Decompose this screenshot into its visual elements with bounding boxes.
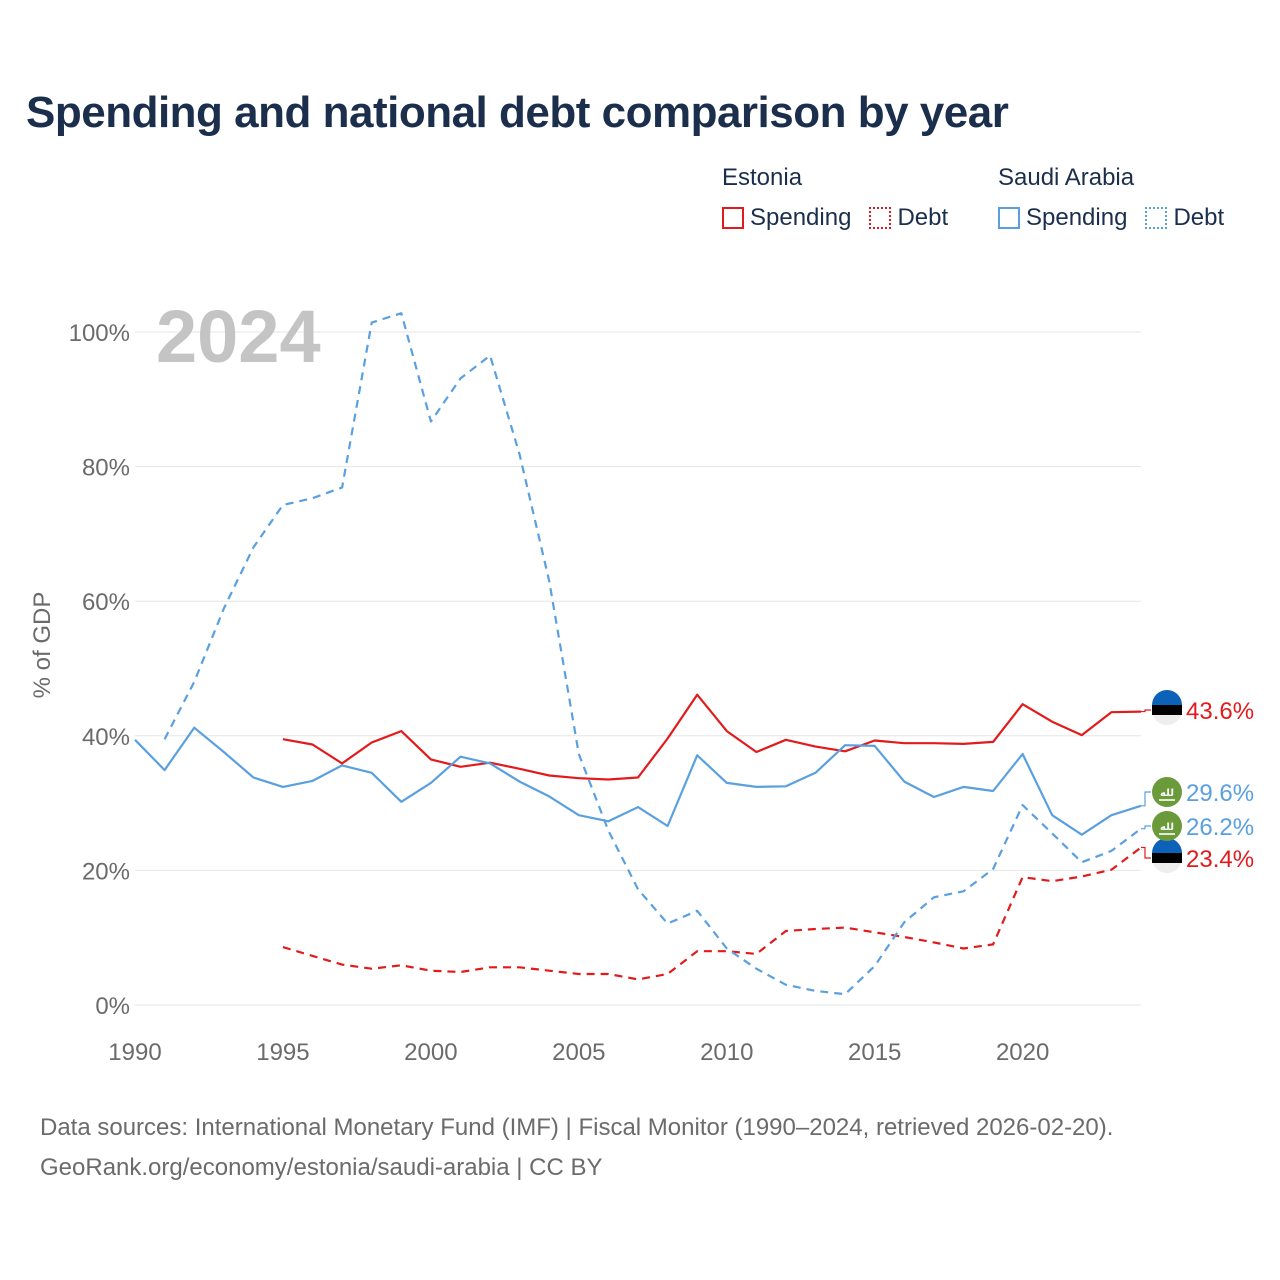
end-value-label: 29.6% — [1186, 780, 1254, 807]
footer: Data sources: International Monetary Fun… — [40, 1108, 1113, 1188]
flag-script-mark: لله — [1160, 788, 1174, 799]
series-line-saudi-debt — [163, 312, 1142, 996]
y-tick-label: 40% — [82, 724, 130, 751]
year-watermark: 2024 — [156, 295, 321, 378]
gridlines — [135, 331, 1141, 1006]
flag-script-mark: لله — [1160, 822, 1174, 833]
legend-swatch-solid-icon — [998, 207, 1020, 229]
series-line-estonia-spending — [282, 693, 1142, 781]
legend-label: Spending — [750, 204, 852, 231]
x-tick-label: 2015 — [848, 1039, 901, 1066]
y-tick-label: 80% — [82, 455, 130, 482]
series-line-estonia-debt — [282, 846, 1142, 981]
end-value-label: 43.6% — [1186, 698, 1254, 725]
y-tick-label: 0% — [95, 993, 130, 1020]
end-label-leader — [1141, 846, 1151, 859]
saudi-flag-icon: لله — [1152, 777, 1182, 807]
chart-title: Spending and national debt comparison by… — [26, 88, 1009, 137]
end-label-leader — [1141, 825, 1151, 830]
legend-swatch-solid-icon — [722, 207, 744, 229]
legend-group-name: Estonia — [722, 164, 803, 191]
end-value-label: 26.2% — [1186, 814, 1254, 841]
flag-blue-band — [1152, 838, 1182, 853]
x-tick-label: 1990 — [108, 1039, 161, 1066]
x-tick-label: 1995 — [256, 1039, 309, 1066]
x-axis: 1990 1995 2000 2005 2010 2015 2020 — [108, 1039, 1049, 1066]
data-sources: Data sources: International Monetary Fun… — [40, 1114, 1114, 1141]
end-value-label: 23.4% — [1186, 846, 1254, 873]
x-tick-label: 2005 — [552, 1039, 605, 1066]
legend-swatch-dotted-icon — [869, 207, 892, 229]
estonia-flag-icon — [1152, 690, 1182, 725]
y-tick-label: 20% — [82, 858, 130, 885]
series-line-saudi-spending — [134, 726, 1142, 836]
y-tick-label: 100% — [69, 320, 130, 347]
y-axis-title: % of GDP — [29, 592, 56, 699]
legend-item-estonia-debt[interactable]: Debt — [869, 204, 948, 232]
y-tick-label: 60% — [82, 589, 130, 616]
saudi-flag-icon: لله — [1152, 811, 1182, 841]
x-tick-label: 2010 — [700, 1039, 753, 1066]
legend-item-saudi-spending[interactable]: Spending — [998, 204, 1127, 232]
end-label-leader — [1141, 709, 1151, 713]
legend-label: Debt — [897, 204, 949, 231]
estonia-flag-icon — [1152, 838, 1182, 873]
series-layer — [134, 312, 1142, 996]
legend-item-estonia-spending[interactable]: Spending — [722, 204, 851, 232]
legend-item-saudi-debt[interactable]: Debt — [1145, 204, 1224, 232]
y-axis: 0% 20% 40% 60% 80% 100% — [69, 320, 130, 1020]
credit-link[interactable]: GeoRank.org/economy/estonia/saudi-arabia… — [40, 1154, 603, 1181]
flag-black-band — [1152, 853, 1182, 863]
legend-group-saudi-arabia: Saudi Arabia Spending Debt — [998, 162, 1224, 232]
end-label-leader — [1141, 791, 1151, 807]
legend-swatch-dotted-icon — [1145, 207, 1168, 229]
x-tick-label: 2000 — [404, 1039, 457, 1066]
legend-label: Spending — [1026, 204, 1128, 231]
legend-group-estonia: Estonia Spending Debt — [722, 162, 966, 232]
end-labels: 43.6% 23.4% لله 29.6% لله 26.2% — [1141, 690, 1254, 873]
flag-blue-band — [1152, 690, 1182, 705]
flag-black-band — [1152, 705, 1182, 715]
legend-label: Debt — [1173, 204, 1225, 231]
x-tick-label: 2020 — [996, 1039, 1049, 1066]
legend-group-name: Saudi Arabia — [998, 164, 1135, 191]
